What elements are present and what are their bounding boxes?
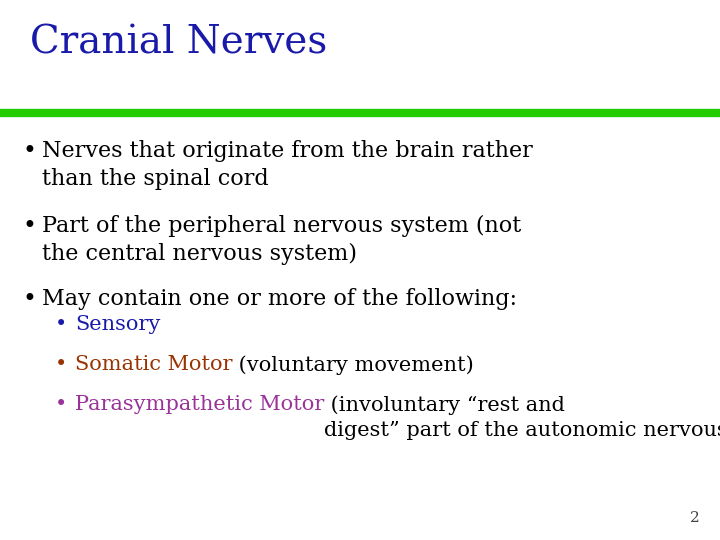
Text: 2: 2 (690, 511, 700, 525)
Text: •: • (22, 288, 36, 311)
Text: •: • (22, 140, 36, 163)
Text: Cranial Nerves: Cranial Nerves (30, 25, 328, 62)
Text: May contain one or more of the following:: May contain one or more of the following… (42, 288, 517, 310)
Text: (involuntary “rest and
digest” part of the autonomic nervous system): (involuntary “rest and digest” part of t… (324, 395, 720, 440)
Text: •: • (55, 395, 67, 414)
Text: Sensory: Sensory (75, 315, 161, 334)
Text: Somatic Motor: Somatic Motor (75, 355, 233, 374)
Text: •: • (55, 355, 67, 374)
Text: •: • (22, 215, 36, 238)
Text: Parasympathetic Motor: Parasympathetic Motor (75, 395, 324, 414)
Text: Part of the peripheral nervous system (not
the central nervous system): Part of the peripheral nervous system (n… (42, 215, 521, 265)
Text: (voluntary movement): (voluntary movement) (233, 355, 474, 375)
Text: Nerves that originate from the brain rather
than the spinal cord: Nerves that originate from the brain rat… (42, 140, 533, 190)
Text: •: • (55, 315, 67, 334)
